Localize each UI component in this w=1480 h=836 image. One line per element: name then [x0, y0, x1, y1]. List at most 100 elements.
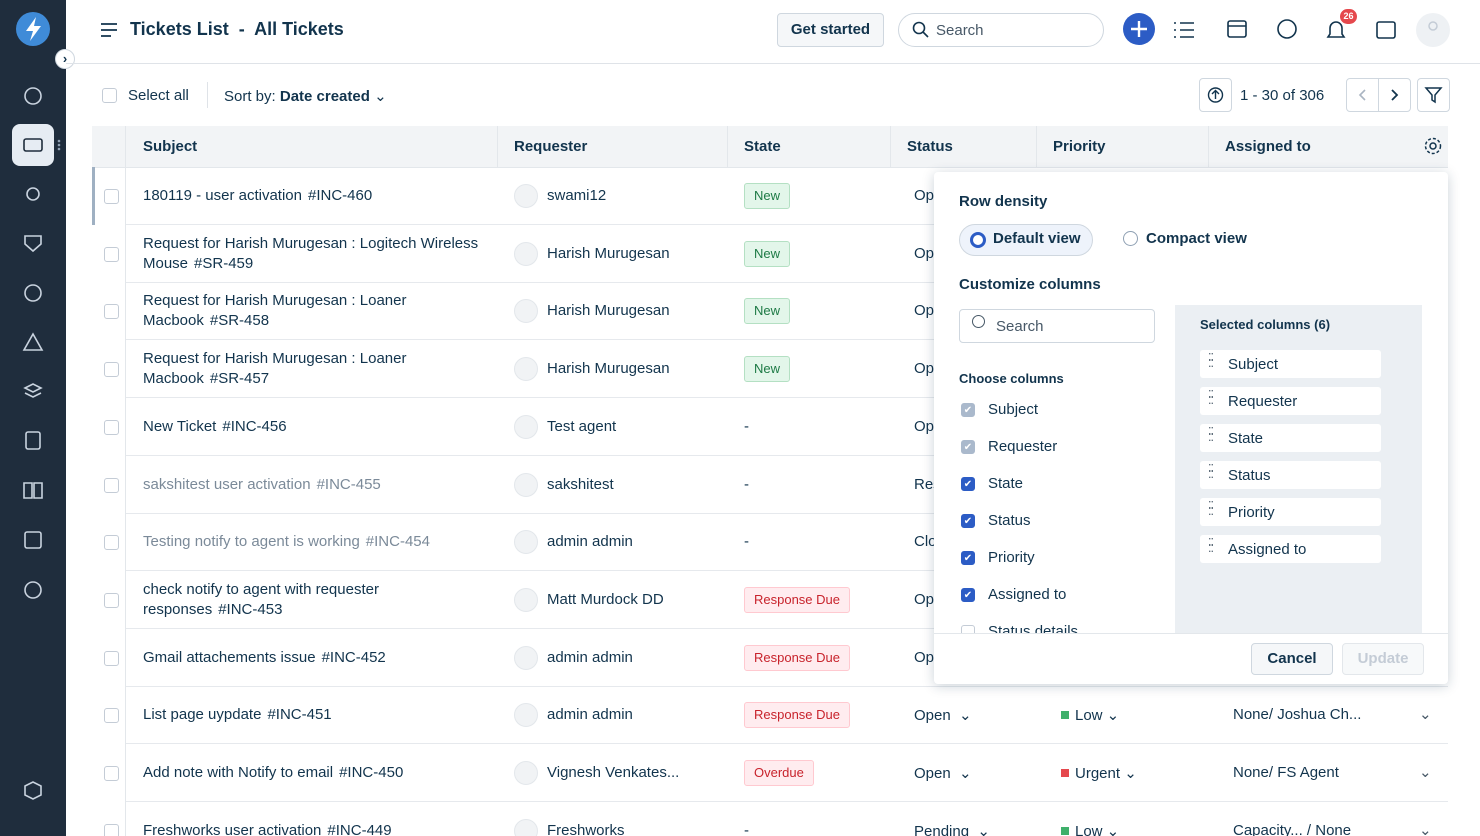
assigned-to[interactable]: None/ Joshua Ch...	[1233, 706, 1362, 724]
table-row	[126, 456, 1448, 514]
status[interactable]: Op	[914, 360, 935, 378]
update-button: Update	[1342, 643, 1424, 675]
subject-cell[interactable]: Request for Harish Murugesan : Logitech …	[143, 234, 488, 274]
subject: Gmail attachements issue	[143, 648, 316, 666]
subject-cell[interactable]: List page uypdate #INC-451	[143, 705, 488, 725]
top-icons	[1123, 13, 1450, 47]
row-checkbox[interactable]	[104, 592, 119, 608]
row-checkbox[interactable]	[104, 708, 119, 724]
row-checkbox[interactable]	[104, 766, 119, 781]
column-choice: Priority	[988, 549, 1035, 566]
status[interactable]: Op	[914, 590, 935, 608]
column-checkbox[interactable]	[961, 625, 975, 633]
pager[interactable]	[1346, 78, 1411, 112]
assigned-to[interactable]: Capacity... / None	[1233, 821, 1352, 836]
row-checkbox[interactable]	[104, 189, 119, 204]
subject-cell[interactable]: check notify to agent with requester res…	[143, 580, 488, 620]
drag-handle: ⁚⁚ ⁚⁚	[1208, 389, 1214, 407]
row-checkbox[interactable]	[104, 304, 119, 320]
subject-cell[interactable]: Testing notify to agent is working #INC-4…	[143, 532, 488, 552]
status[interactable]: Op	[914, 417, 935, 435]
subject-cell[interactable]: Gmail attachements issue #INC-452	[143, 648, 488, 668]
subject-cell[interactable]: Request for Harish Murugesan : Loaner Ma…	[143, 291, 488, 331]
status[interactable]: Op	[914, 244, 935, 262]
column-checkbox[interactable]: ✔	[961, 514, 975, 528]
cancel-button[interactable]: Cancel	[1251, 643, 1333, 675]
select-all-checkbox[interactable]	[102, 88, 117, 103]
sidebar-toggle[interactable]: ›	[55, 49, 75, 69]
state-badge: Response Due	[744, 586, 850, 613]
subject-cell[interactable]: New Ticket #INC-456	[143, 417, 488, 437]
row-checkbox[interactable]	[104, 362, 119, 378]
filter-button[interactable]	[1417, 78, 1450, 112]
row-checkbox[interactable]	[104, 823, 119, 836]
status[interactable]: Op	[914, 302, 935, 320]
subject-cell[interactable]: 180119 - user activation #INC-460	[143, 186, 488, 206]
avatar	[514, 472, 538, 497]
subject-cell[interactable]: Add note with Notify to email #INC-450	[143, 763, 488, 783]
subject-cell[interactable]: Freshworks user activation #INC-449	[143, 821, 488, 836]
selected-column[interactable]: ⁚⁚ ⁚⁚ Priority	[1200, 498, 1381, 526]
assign-chevron: ⌄	[1419, 821, 1432, 836]
table-row	[126, 282, 1448, 341]
status[interactable]: Op	[914, 187, 935, 204]
priority[interactable]: Low ⌄	[1075, 822, 1120, 836]
default-view-pill[interactable]	[959, 224, 1093, 256]
status[interactable]: Clo	[914, 533, 937, 551]
row-checkbox[interactable]	[104, 535, 119, 551]
state-badge: New	[744, 240, 791, 267]
status[interactable]: Open ⌄	[914, 765, 972, 782]
column-checkbox[interactable]: ✔	[961, 477, 975, 491]
state: -	[744, 417, 749, 435]
selected-column[interactable]: ⁚⁚ ⁚⁚ Subject	[1200, 350, 1381, 378]
priority[interactable]: Urgent ⌄	[1075, 765, 1137, 782]
column-settings-icon[interactable]	[1422, 135, 1444, 157]
column-checkbox[interactable]: ✔	[961, 588, 975, 602]
drag-handle: ⁚⁚ ⁚⁚	[1208, 500, 1214, 518]
assigned-to[interactable]: None/ FS Agent	[1233, 764, 1339, 781]
row-checkbox[interactable]	[104, 650, 119, 666]
sidebar	[0, 0, 66, 836]
view-name[interactable]: All Tickets	[254, 19, 344, 39]
get-started-button[interactable]: Get started	[777, 13, 884, 47]
choose-title: Choose columns	[959, 371, 1064, 386]
sort-control[interactable]: Sort by: Date created ⌄	[224, 88, 387, 105]
column-header: State	[744, 138, 781, 155]
row-checkbox[interactable]	[104, 419, 119, 435]
column-checkbox: ✔	[961, 403, 975, 417]
ticket-id: #SR-459	[194, 254, 254, 272]
radio-selected	[970, 232, 986, 248]
selected-column-label: Subject	[1228, 356, 1279, 373]
selected-column-label: Priority	[1228, 504, 1275, 521]
table-row	[126, 571, 1448, 629]
status[interactable]: Op	[914, 648, 935, 666]
search-box[interactable]	[898, 13, 1104, 47]
state: -	[744, 533, 749, 551]
radio[interactable]	[1123, 231, 1138, 246]
status[interactable]: Pending ⌄	[914, 822, 990, 836]
table-row	[126, 167, 1448, 225]
menu-icon[interactable]	[98, 20, 120, 40]
column-checkbox[interactable]: ✔	[961, 551, 975, 565]
ticket-id: #INC-449	[327, 821, 392, 836]
column-header: Subject	[143, 138, 198, 155]
column-choice: Subject	[988, 401, 1039, 418]
ticket-id: #INC-460	[308, 187, 373, 204]
column-search[interactable]	[959, 309, 1155, 343]
requester: Matt Murdock DD	[547, 590, 664, 608]
export-button[interactable]	[1199, 78, 1232, 112]
column-choice: Status details	[988, 623, 1079, 633]
selected-column[interactable]: ⁚⁚ ⁚⁚ Assigned to	[1200, 535, 1381, 563]
row-checkbox[interactable]	[104, 246, 119, 262]
column-search-placeholder: Search	[996, 318, 1044, 335]
table-row	[126, 398, 1448, 456]
selected-column[interactable]: ⁚⁚ ⁚⁚ Status	[1200, 461, 1381, 489]
selected-column[interactable]: ⁚⁚ ⁚⁚ State	[1200, 424, 1381, 452]
panel-footer	[934, 633, 1448, 634]
subject-cell[interactable]: sakshitest user activation #INC-455	[143, 475, 488, 495]
row-checkbox[interactable]	[104, 477, 119, 493]
subject-cell[interactable]: Request for Harish Murugesan : Loaner Ma…	[143, 349, 488, 389]
priority[interactable]: Low ⌄	[1075, 707, 1120, 725]
status[interactable]: Open ⌄	[914, 707, 972, 725]
selected-column[interactable]: ⁚⁚ ⁚⁚ Requester	[1200, 387, 1381, 415]
